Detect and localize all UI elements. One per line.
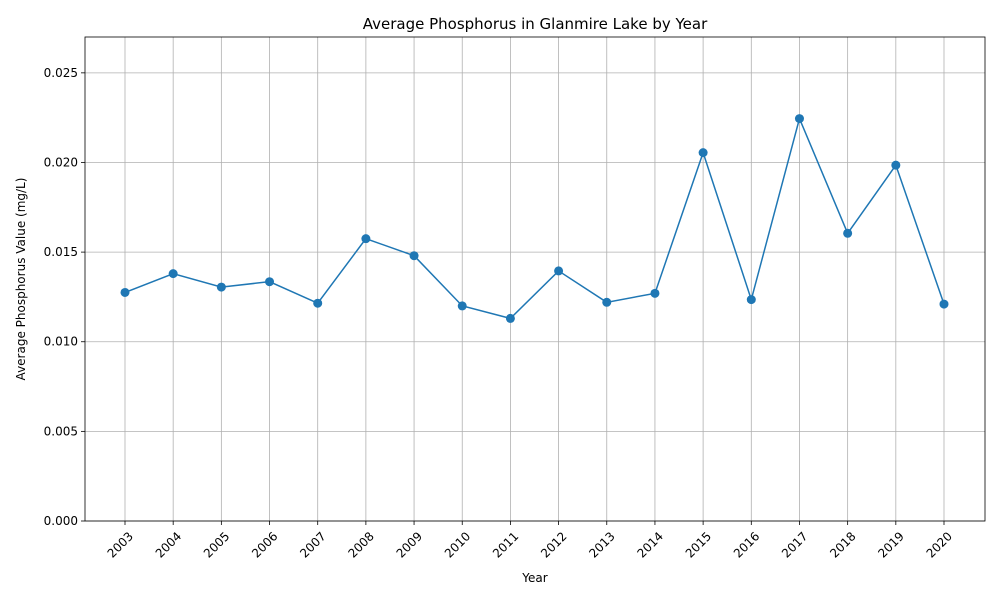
x-tick-label: 2012: [538, 529, 569, 560]
x-tick-label: 2006: [249, 529, 280, 560]
x-tick-label: 2015: [683, 529, 714, 560]
x-axis-label: Year: [521, 571, 547, 585]
grid: [85, 37, 985, 522]
x-tick-label: 2014: [635, 529, 666, 560]
y-axis-ticks: 0.000 0.005 0.010 0.015 0.020 0.025: [44, 66, 85, 528]
data-point: [120, 287, 130, 297]
y-tick-label: 0.015: [44, 245, 78, 259]
y-tick-label: 0.000: [44, 514, 78, 528]
data-point: [216, 282, 226, 292]
data-point: [554, 266, 564, 276]
chart-title: Average Phosphorus in Glanmire Lake by Y…: [363, 15, 708, 33]
data-point: [361, 234, 371, 244]
data-point: [168, 269, 178, 279]
y-tick-label: 0.010: [44, 335, 78, 349]
data-point: [891, 160, 901, 170]
x-tick-label: 2005: [201, 529, 232, 560]
data-point: [409, 251, 419, 261]
x-tick-label: 2017: [779, 529, 810, 560]
series-layer: [120, 114, 949, 323]
plot-frame: [84, 36, 986, 522]
data-point: [650, 288, 660, 298]
x-tick-label: 2008: [345, 529, 376, 560]
x-tick-label: 2004: [153, 529, 184, 560]
y-axis-label: Average Phosphorus Value (mg/L): [14, 178, 28, 381]
x-tick-label: 2018: [827, 529, 858, 560]
data-point: [265, 277, 275, 287]
x-tick-label: 2013: [586, 529, 617, 560]
data-point: [939, 299, 949, 309]
data-point: [505, 313, 515, 323]
x-tick-label: 2011: [490, 529, 521, 560]
x-tick-label: 2010: [442, 529, 473, 560]
data-point: [746, 295, 756, 305]
y-tick-label: 0.025: [44, 66, 78, 80]
data-point: [457, 301, 467, 311]
x-tick-label: 2019: [875, 529, 906, 560]
data-point: [602, 297, 612, 307]
x-tick-label: 2016: [731, 529, 762, 560]
series-line: [124, 116, 945, 320]
x-tick-label: 2007: [297, 529, 328, 560]
data-point: [794, 114, 804, 124]
x-tick-label: 2003: [105, 529, 136, 560]
y-tick-label: 0.020: [44, 155, 78, 169]
x-axis-ticks: 2003 2004 2005 2006 2007 2008 2009 2010 2011 2012…: [105, 521, 955, 561]
data-point: [843, 228, 853, 238]
data-point: [698, 148, 708, 158]
data-point: [313, 298, 323, 308]
y-tick-label: 0.005: [44, 424, 78, 438]
x-tick-label: 2009: [394, 529, 425, 560]
x-tick-label: 2020: [924, 529, 955, 560]
